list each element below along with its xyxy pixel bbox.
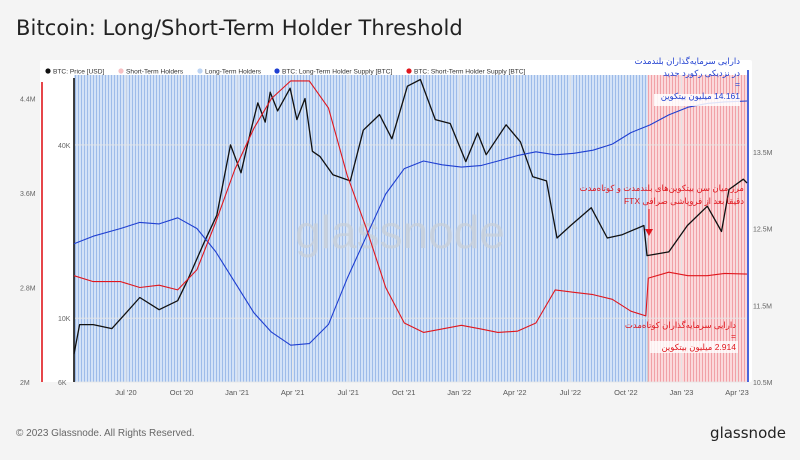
- chart-title: Bitcoin: Long/Short-Term Holder Threshol…: [16, 16, 463, 40]
- lth-annotation-line2: در نزدیکی رکورد جدید: [663, 68, 740, 78]
- legend-label: Short-Term Holders: [126, 69, 184, 76]
- x-tick-label: Apr '22: [503, 388, 527, 397]
- left-outer-tick: 2M: [20, 380, 30, 387]
- x-tick-label: Jan '21: [225, 388, 249, 397]
- legend-label: BTC: Short-Term Holder Supply [BTC]: [414, 69, 526, 76]
- lth-annotation-value: 14.161 میلیون بیتکوین: [661, 91, 741, 101]
- left-outer-tick: 2.8M: [20, 286, 36, 293]
- left-inner-tick: 10K: [58, 316, 71, 323]
- lth-value-bg: [654, 94, 740, 106]
- sth-annotation-value: 2.914 میلیون بیتکوین: [661, 342, 736, 352]
- watermark: glassnode: [295, 206, 505, 258]
- left-outer-tick: 3.6M: [20, 191, 36, 198]
- x-tick-label: Jul '20: [115, 388, 136, 397]
- x-tick-label: Apr '21: [281, 388, 305, 397]
- left-inner-tick: 6K: [58, 380, 67, 387]
- right-tick: 11.5M: [753, 303, 772, 310]
- right-tick: 12.5M: [753, 227, 773, 234]
- long-term-holders-area: [74, 75, 648, 382]
- short-term-holders-area: [647, 75, 747, 382]
- legend-swatch: [118, 68, 124, 74]
- legend-swatch: [406, 68, 412, 74]
- boundary-annotation-line1: مرز میان سن بیتکوین‌های بلندمدت و کوتاه‌…: [580, 183, 744, 193]
- x-tick-label: Jul '21: [337, 388, 358, 397]
- legend-swatch: [274, 68, 280, 74]
- right-tick: 13.5M: [753, 150, 773, 157]
- legend-price[interactable]: BTC: Price [USD]: [45, 68, 104, 76]
- copyright: © 2023 Glassnode. All Rights Reserved.: [16, 428, 195, 439]
- right-tick: 10.5M: [753, 380, 773, 387]
- legend-long-term-holders[interactable]: Long-Term Holders: [197, 68, 262, 76]
- sth-annotation-eq: =: [731, 331, 736, 341]
- x-tick-label: Oct '20: [170, 388, 194, 397]
- boundary-arrow-head: [645, 229, 653, 236]
- x-tick-label: Jul '22: [560, 388, 581, 397]
- price-line: [73, 78, 748, 355]
- brand-logo: glassnode: [710, 424, 786, 442]
- legend-lth-supply[interactable]: BTC: Long-Term Holder Supply [BTC]: [274, 68, 392, 76]
- left-inner-tick: 40K: [58, 143, 71, 150]
- x-tick-label: Oct '21: [392, 388, 416, 397]
- lth-supply-line: [73, 100, 748, 346]
- legend-label: BTC: Price [USD]: [53, 69, 104, 76]
- x-tick-label: Apr '23: [725, 388, 749, 397]
- sth-supply-line: [73, 80, 748, 333]
- legend-sth-supply[interactable]: BTC: Short-Term Holder Supply [BTC]: [406, 68, 526, 76]
- x-tick-label: Jan '23: [669, 388, 693, 397]
- legend-swatch: [45, 68, 51, 74]
- x-tick-label: Jan '22: [447, 388, 471, 397]
- boundary-annotation-line2: دقیقا بعد از فروپاشی صرافی FTX: [624, 196, 744, 206]
- left-outer-tick: 4.4M: [20, 97, 36, 104]
- lth-annotation-eq: =: [735, 79, 740, 89]
- legend-label: Long-Term Holders: [205, 69, 262, 76]
- lth-annotation-line1: دارایی سرمایه‌گذاران بلندمدت: [635, 56, 741, 66]
- x-tick-label: Oct '22: [614, 388, 638, 397]
- legend-label: BTC: Long-Term Holder Supply [BTC]: [282, 69, 392, 76]
- sth-value-bg: [650, 341, 738, 353]
- sth-annotation-line1: دارایی سرمایه‌گذاران کوتاه‌مدت: [625, 320, 736, 330]
- legend-short-term-holders[interactable]: Short-Term Holders: [118, 68, 184, 76]
- legend-swatch: [197, 68, 203, 74]
